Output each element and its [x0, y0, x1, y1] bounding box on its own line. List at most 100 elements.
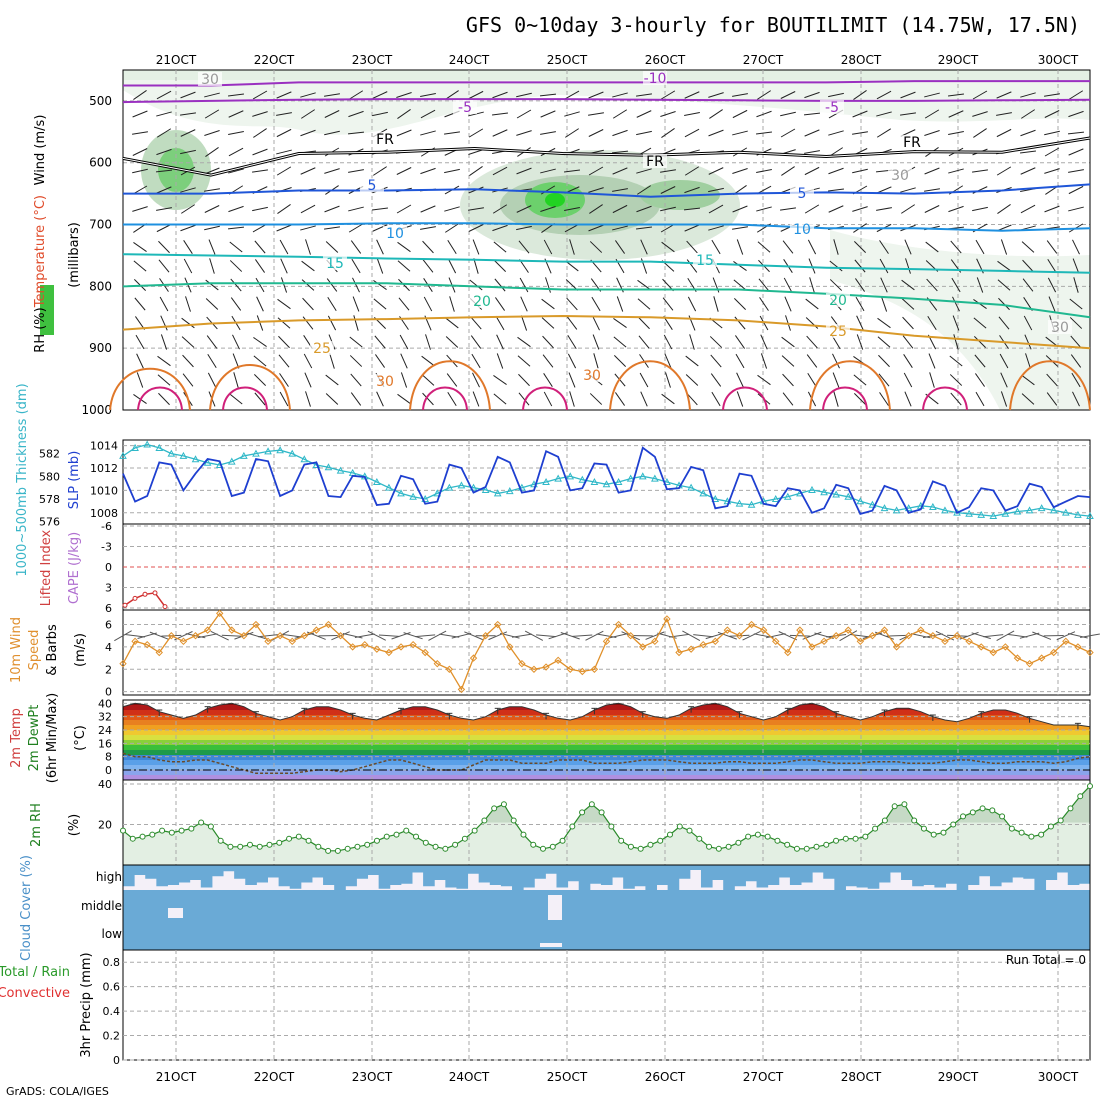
cloud-high-bar [367, 865, 380, 875]
temp-band [123, 770, 1090, 775]
rh-point [686, 827, 693, 834]
thickness-point [566, 472, 575, 480]
wind-barb [879, 258, 889, 274]
temp-ylabel-1: 2m Temp [9, 708, 24, 768]
wind-barb [637, 185, 651, 195]
wind-barb [856, 334, 864, 350]
thickness-point [868, 500, 877, 508]
wind-barb [157, 355, 171, 367]
wind-barb [828, 130, 844, 136]
wind-barb [1068, 148, 1084, 156]
wind-barb [924, 167, 940, 175]
wind-barb [833, 239, 839, 255]
wind-barb [732, 205, 748, 213]
wind-barb [1046, 392, 1058, 406]
wind-barb [542, 354, 554, 368]
wind-barb [588, 166, 604, 176]
wind-speed-point [796, 626, 804, 634]
wind-barb [1068, 206, 1084, 212]
wind-barb [998, 297, 1010, 311]
wind-barb [398, 278, 410, 292]
cloud-middle-bar [922, 890, 936, 950]
wind-barb [996, 166, 1012, 176]
wind-barb [1021, 374, 1035, 386]
wind-barb [756, 168, 772, 174]
wind-barb [159, 296, 169, 312]
rh-point [911, 817, 918, 824]
cloud-high-bar [712, 865, 724, 880]
wind-barb [589, 241, 603, 253]
wind-barb [564, 90, 580, 100]
contour-label: 25 [829, 324, 847, 340]
wind-barb [1021, 109, 1035, 119]
wind-barb [972, 206, 988, 212]
temp-band [123, 710, 1090, 715]
upper-ylabel: Wind (m/s) Temperature (°C) RH (%) (mill… [33, 115, 82, 353]
thickness-point [1025, 506, 1034, 514]
slp-tick-label: 1012 [90, 462, 118, 475]
thickness-point [638, 472, 647, 480]
wind-barb [302, 297, 314, 311]
wind-barb [420, 226, 436, 230]
wind-barb-10m [789, 634, 810, 637]
wind-barb [543, 239, 553, 255]
wind-barb [230, 297, 242, 311]
wind-barb [877, 336, 891, 348]
bottom-day-label: 29OCT [938, 1070, 979, 1084]
wind-barb [567, 353, 577, 369]
temp-ylabels: 2m Temp 2m DewPt (6hr Min/Max) (°C) [9, 693, 88, 783]
thickness-point [336, 466, 345, 474]
wind-barb [180, 187, 196, 193]
wind-barb [305, 391, 311, 407]
cloud-high-bar [578, 865, 591, 890]
wind-barb [447, 258, 457, 274]
wind-barb [636, 205, 652, 213]
thickness-slp-panel: 576 578 580 582 1008 1010 1012 1014 [39, 439, 1094, 529]
wind-barb [588, 187, 604, 193]
temp-tick-label: 24 [98, 724, 112, 737]
wind-barb [612, 109, 628, 119]
wind-barb-10m [717, 631, 737, 640]
wind-barb-10m [1019, 632, 1040, 639]
wind-barb [471, 353, 481, 369]
rh-point [842, 835, 849, 842]
rh-point [930, 831, 937, 838]
wind-barb [732, 168, 748, 174]
wind-speed-point [276, 632, 284, 640]
cloud-high-bar [734, 865, 746, 887]
cloud-middle-bar [946, 890, 960, 950]
cloud-middle-bar [314, 890, 327, 950]
wind-barb [683, 207, 701, 211]
cloud-middle-bar [636, 890, 649, 950]
wind-barb [755, 131, 773, 135]
thickness-point [119, 451, 127, 459]
thickness-point [735, 499, 744, 507]
wind-barb-10m [524, 630, 544, 641]
wind-barb [157, 374, 171, 386]
wind-barb [878, 373, 890, 387]
precip-tick-label: 0.8 [103, 956, 121, 969]
wind-barb [350, 240, 362, 254]
thickness-tick-label: 578 [39, 493, 60, 506]
wind-barb [1071, 372, 1081, 388]
thickness-point [264, 447, 272, 455]
rh-point [647, 841, 654, 848]
rh-point [530, 841, 537, 848]
wind-barb [566, 297, 578, 311]
thickness-point [699, 489, 708, 497]
rh-tick-label: 40 [98, 778, 112, 791]
contour-label: 30 [583, 368, 601, 384]
contour-line [123, 80, 1090, 87]
wind-barb [827, 188, 845, 192]
cloud-middle-bar [970, 890, 984, 950]
contour-line [137, 386, 183, 411]
wind-barb [542, 335, 554, 349]
wind-barb [327, 315, 337, 331]
wind-barb-10m [572, 634, 593, 637]
cloud-high-bar [534, 865, 546, 879]
wind-barb [660, 169, 676, 173]
wind-barb [902, 335, 914, 349]
wind-barb [687, 296, 697, 312]
cloud-high-bar [789, 865, 802, 885]
thickness-point [1061, 508, 1070, 516]
